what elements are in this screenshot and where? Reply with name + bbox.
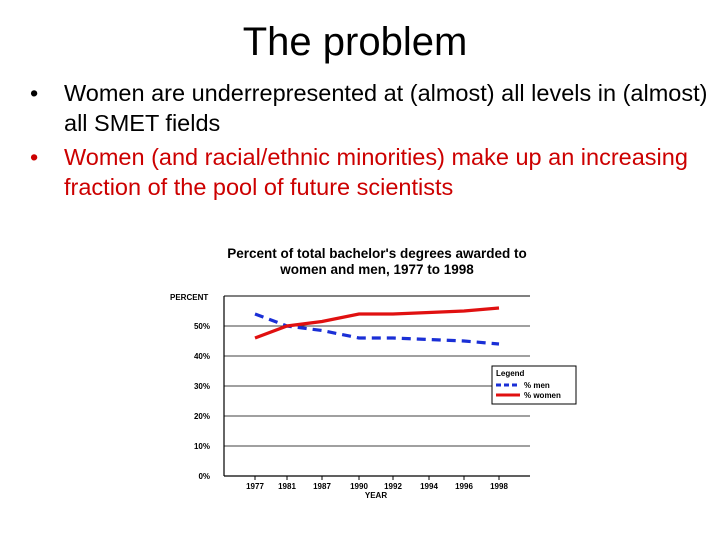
bullet-list: • Women are underrepresented at (almost)… — [30, 78, 710, 206]
y-tick-label: 0% — [198, 472, 210, 481]
series-line-women — [254, 306, 500, 340]
series-layer — [254, 306, 500, 346]
x-tick-label: 1981 — [278, 482, 296, 491]
chart-title-line-2: women and men, 1977 to 1998 — [279, 262, 474, 277]
bullet-text-1: Women are underrepresented at (almost) a… — [64, 80, 708, 136]
slide-title: The problem — [242, 20, 468, 64]
series-line-men — [254, 312, 500, 346]
x-tick-label: 1987 — [313, 482, 331, 491]
legend-label: % women — [524, 391, 561, 400]
y-tick-label: 10% — [194, 442, 210, 451]
legend-label: % men — [524, 381, 550, 390]
bullet-dot-icon: • — [30, 144, 39, 170]
y-tick-label: 20% — [194, 412, 210, 421]
x-tick-label: 1998 — [490, 482, 508, 491]
y-tick-label: 50% — [194, 322, 210, 331]
x-tick-label: 1990 — [350, 482, 368, 491]
x-tick-label: 1994 — [420, 482, 438, 491]
x-tick-label: 1996 — [455, 482, 473, 491]
bullet-item-2: • Women (and racial/ethnic minorities) m… — [30, 142, 710, 202]
bullet-text-2: Women (and racial/ethnic minorities) mak… — [64, 144, 688, 200]
axis-layer: 0% 10% 20% 30% 40% 50% 1977 1981 1987 1990 1992 199… — [194, 296, 530, 491]
y-tick-label: 30% — [194, 382, 210, 391]
bullet-item-1: • Women are underrepresented at (almost)… — [30, 78, 710, 138]
y-axis-label: PERCENT — [170, 293, 208, 302]
x-tick-label: 1977 — [246, 482, 264, 491]
bullet-dot-icon: • — [30, 80, 39, 106]
grid-layer — [224, 295, 530, 447]
y-tick-label: 40% — [194, 352, 210, 361]
chart-title-line-1: Percent of total bachelor's degrees awar… — [227, 246, 527, 261]
x-tick-label: 1992 — [384, 482, 402, 491]
legend: Legend % men% women — [491, 365, 577, 405]
x-axis-label: YEAR — [365, 491, 387, 500]
legend-title: Legend — [496, 369, 525, 378]
